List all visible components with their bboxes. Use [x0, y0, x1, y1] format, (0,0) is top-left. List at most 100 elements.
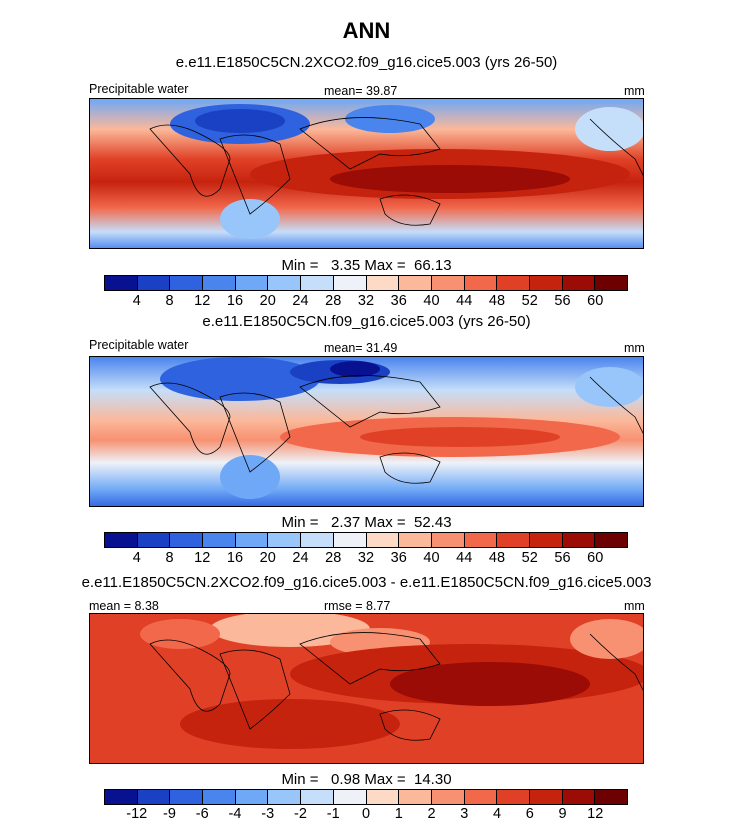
- colorbar-tick-label: 28: [325, 550, 342, 566]
- colorbar-tick-label: 3: [460, 806, 469, 822]
- colorbar-swatch: [562, 276, 596, 290]
- colorbar-tick-label: 2: [427, 806, 436, 822]
- colorbar-swatch: [268, 276, 302, 290]
- panel-1-contour-plot: [90, 99, 643, 248]
- colorbar-tick-label: 52: [521, 293, 538, 309]
- colorbar-swatch: [595, 533, 627, 547]
- colorbar-swatch: [562, 533, 596, 547]
- panel-3-map: [89, 613, 644, 764]
- colorbar-swatch: [399, 790, 432, 804]
- colorbar-swatch: [235, 790, 269, 804]
- colorbar-swatch: [105, 790, 138, 804]
- colorbar-tick-label: 12: [194, 550, 211, 566]
- colorbar-tick-label: 4: [132, 293, 141, 309]
- colorbar-tick-label: 1: [394, 806, 403, 822]
- colorbar-tick-label: 8: [165, 293, 174, 309]
- colorbar-tick-label: 16: [226, 550, 244, 566]
- panel-2-subtitle: e.e11.E1850C5CN.f09_g16.cice5.003 (yrs 2…: [202, 313, 531, 330]
- colorbar-tick-label: 32: [357, 550, 375, 566]
- colorbar-swatch: [137, 533, 171, 547]
- colorbar-tick-label: 4: [492, 806, 502, 822]
- panel-1-colorbar-ticks: 4 8 12 16 20 24 28 32 36 40 44 48 52 56 60: [104, 293, 628, 311]
- colorbar-tick-label: 36: [390, 550, 407, 566]
- colorbar-tick-label: -3: [261, 806, 275, 822]
- panel-3-units-label: mm: [624, 599, 645, 613]
- colorbar-tick-label: 9: [558, 806, 567, 822]
- panel-1-map: [89, 98, 644, 249]
- panel-2-colorbar-ticks: 4 8 12 16 20 24 28 32 36 40 44 48 52 56 60: [104, 550, 628, 568]
- colorbar-swatch: [497, 276, 530, 290]
- colorbar-tick-label: -1: [326, 806, 340, 822]
- colorbar-swatch: [431, 790, 465, 804]
- panel-2-variable-label: Precipitable water: [89, 338, 189, 352]
- colorbar-tick-label: -6: [195, 806, 209, 822]
- colorbar-tick-label: 6: [525, 806, 534, 822]
- panel-3-colorbar-ticks: -12 -9 -6 -4 -3 -2 -1 0 1 2 3 4 6 9 12: [104, 806, 628, 824]
- colorbar-swatch: [366, 533, 400, 547]
- colorbar-tick-label: 12: [587, 806, 604, 822]
- colorbar-tick-label: 0: [361, 806, 371, 822]
- colorbar-swatch: [333, 790, 367, 804]
- panel-2-map: [89, 356, 644, 507]
- colorbar-swatch: [464, 790, 498, 804]
- colorbar-tick-label: 16: [226, 293, 244, 309]
- colorbar-tick-label: 48: [488, 550, 506, 566]
- colorbar-swatch: [562, 790, 596, 804]
- colorbar-tick-label: 52: [521, 550, 538, 566]
- colorbar-swatch: [366, 276, 400, 290]
- colorbar-tick-label: 40: [423, 293, 440, 309]
- colorbar-swatch: [235, 533, 269, 547]
- colorbar-swatch: [464, 276, 498, 290]
- colorbar-swatch: [595, 276, 627, 290]
- colorbar-tick-label: 24: [292, 293, 309, 309]
- colorbar-swatch: [366, 790, 400, 804]
- panel-1-mean-label: mean= 39.87: [324, 84, 398, 98]
- colorbar-swatch: [268, 790, 302, 804]
- colorbar-swatch: [497, 533, 530, 547]
- colorbar-tick-label: 44: [456, 293, 473, 309]
- colorbar-swatch: [105, 533, 138, 547]
- panel-2-colorbar: [104, 532, 628, 548]
- colorbar-tick-label: 48: [488, 293, 506, 309]
- colorbar-swatch: [399, 533, 432, 547]
- colorbar-swatch: [529, 790, 563, 804]
- colorbar-tick-label: 32: [357, 293, 375, 309]
- colorbar-tick-label: 12: [194, 293, 211, 309]
- colorbar-swatch: [529, 276, 563, 290]
- colorbar-swatch: [595, 790, 627, 804]
- colorbar-swatch: [137, 276, 171, 290]
- panel-2-mean-label: mean= 31.49: [324, 341, 398, 355]
- colorbar-swatch: [301, 790, 334, 804]
- colorbar-tick-label: 56: [554, 550, 571, 566]
- colorbar-swatch: [170, 533, 204, 547]
- panel-1-variable-label: Precipitable water: [89, 82, 189, 96]
- colorbar-tick-label: -2: [294, 806, 307, 822]
- colorbar-swatch: [333, 276, 367, 290]
- colorbar-tick-label: 28: [325, 293, 342, 309]
- colorbar-swatch: [399, 276, 432, 290]
- colorbar-tick-label: -4: [228, 806, 242, 822]
- panel-3-subtitle: e.e11.E1850C5CN.2XCO2.f09_g16.cice5.003 …: [81, 574, 652, 591]
- colorbar-swatch: [431, 533, 465, 547]
- panel-3-mean-label: mean = 8.38: [89, 599, 159, 613]
- colorbar-swatch: [170, 790, 204, 804]
- colorbar-tick-label: 44: [456, 550, 473, 566]
- colorbar-swatch: [268, 533, 302, 547]
- panel-1-min-max: Min = 3.35 Max = 66.13: [281, 257, 452, 274]
- colorbar-tick-label: 4: [132, 550, 141, 566]
- panel-3-contour-plot: [90, 614, 643, 763]
- colorbar-swatch: [333, 533, 367, 547]
- colorbar-swatch: [529, 533, 563, 547]
- colorbar-tick-label: 40: [423, 550, 440, 566]
- colorbar-swatch: [170, 276, 204, 290]
- colorbar-swatch: [431, 276, 465, 290]
- colorbar-tick-label: 60: [587, 550, 604, 566]
- colorbar-tick-label: 36: [390, 293, 407, 309]
- colorbar-swatch: [105, 276, 138, 290]
- panel-3-min-max: Min = 0.98 Max = 14.30: [281, 771, 452, 788]
- colorbar-tick-label: 60: [587, 293, 604, 309]
- panel-2-min-max: Min = 2.37 Max = 52.43: [281, 514, 452, 531]
- panel-3-colorbar: [104, 789, 628, 805]
- colorbar-tick-label: -9: [163, 806, 176, 822]
- colorbar-swatch: [203, 276, 236, 290]
